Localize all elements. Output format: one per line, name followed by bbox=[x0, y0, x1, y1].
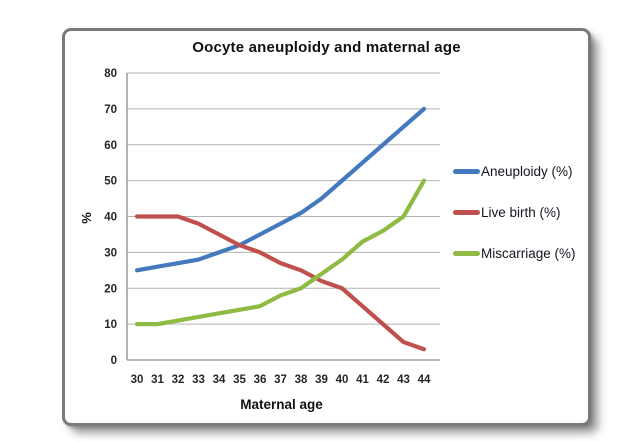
x-tick-label: 39 bbox=[315, 374, 328, 386]
x-tick-label: 33 bbox=[192, 374, 205, 386]
x-tick-label: 35 bbox=[233, 374, 246, 386]
y-axis-title: % bbox=[79, 212, 94, 224]
x-axis-title: Maternal age bbox=[240, 397, 323, 412]
x-tick-label: 44 bbox=[418, 374, 431, 386]
legend-label: Live birth (%) bbox=[481, 204, 561, 220]
series-line-aneuploidy bbox=[134, 106, 427, 273]
live-birth-line-swatch-icon bbox=[453, 209, 480, 215]
y-tick-label: 50 bbox=[104, 176, 117, 188]
x-tick-label: 38 bbox=[295, 374, 308, 386]
y-tick-label: 70 bbox=[104, 104, 117, 116]
legend-label: Aneuploidy (%) bbox=[481, 163, 573, 179]
y-tick-label: 20 bbox=[104, 283, 117, 295]
y-tick-label: 80 bbox=[104, 68, 117, 80]
chart-legend: Aneuploidy (%) Live birth (%) Miscarriag… bbox=[453, 161, 576, 263]
x-tick-label: 41 bbox=[356, 374, 369, 386]
x-tick-label: 37 bbox=[274, 374, 287, 386]
legend-item-aneuploidy: Aneuploidy (%) bbox=[453, 161, 576, 181]
x-tick-label: 36 bbox=[254, 374, 267, 386]
legend-item-live-birth: Live birth (%) bbox=[453, 202, 576, 222]
y-tick-label: 30 bbox=[104, 247, 117, 259]
series-line-miscarriage bbox=[134, 178, 427, 327]
series-line-live-birth bbox=[134, 214, 427, 352]
y-tick-label: 0 bbox=[111, 355, 117, 367]
miscarriage-line-swatch-icon bbox=[453, 250, 480, 256]
x-tick-label: 34 bbox=[213, 374, 226, 386]
x-tick-label: 32 bbox=[172, 374, 185, 386]
y-tick-label: 40 bbox=[104, 212, 117, 224]
aneuploidy-line-swatch-icon bbox=[453, 168, 480, 174]
x-tick-label: 40 bbox=[336, 374, 349, 386]
chart-plot: 0 10 20 30 40 50 60 70 80 30 31 32 33 34 35 36 37 38 39 40 4… bbox=[79, 68, 440, 412]
y-tick-label: 60 bbox=[104, 140, 117, 152]
legend-label: Miscarriage (%) bbox=[481, 245, 576, 261]
chart-title: Oocyte aneuploidy and maternal age bbox=[192, 39, 461, 56]
x-tick-label: 31 bbox=[151, 374, 164, 386]
legend-item-miscarriage: Miscarriage (%) bbox=[453, 243, 576, 263]
x-tick-label: 43 bbox=[397, 374, 410, 386]
x-tick-label: 42 bbox=[377, 374, 390, 386]
x-tick-label: 30 bbox=[131, 374, 144, 386]
y-tick-label: 10 bbox=[104, 319, 117, 331]
figure-frame: Oocyte aneuploidy and maternal age 0 10 20… bbox=[62, 28, 591, 426]
